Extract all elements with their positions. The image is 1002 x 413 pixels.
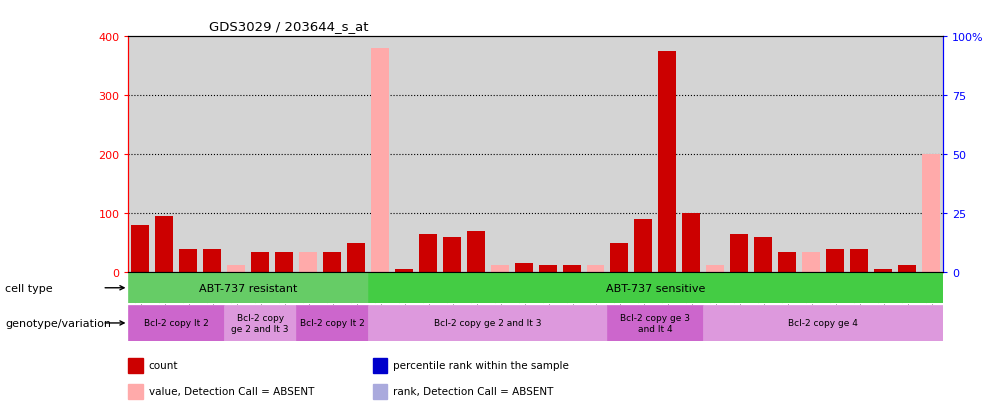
Text: Bcl-2 copy ge 4: Bcl-2 copy ge 4 [788, 319, 857, 328]
Bar [224, 306, 296, 341]
Bar [634, 220, 651, 273]
Bar [419, 234, 436, 273]
Bar [323, 252, 341, 273]
Bar [778, 252, 796, 273]
Bar [368, 273, 942, 304]
Bar [203, 249, 221, 273]
Text: cell type: cell type [5, 283, 52, 293]
Text: Bcl-2 copy lt 2: Bcl-2 copy lt 2 [143, 319, 208, 328]
Text: percentile rank within the sample: percentile rank within the sample [393, 361, 568, 370]
Bar [395, 270, 413, 273]
Bar [466, 231, 484, 273]
Text: ABT-737 sensitive: ABT-737 sensitive [605, 283, 704, 293]
Bar [490, 266, 508, 273]
Bar [373, 358, 387, 373]
Bar [227, 266, 244, 273]
Bar [128, 358, 143, 373]
Text: GDS3029 / 203644_s_at: GDS3029 / 203644_s_at [208, 20, 368, 33]
Bar [826, 249, 843, 273]
Text: Bcl-2 copy lt 2: Bcl-2 copy lt 2 [300, 319, 364, 328]
Bar [921, 155, 939, 273]
Text: count: count [148, 361, 178, 370]
Bar [514, 264, 532, 273]
Text: Bcl-2 copy ge 2 and lt 3: Bcl-2 copy ge 2 and lt 3 [434, 319, 541, 328]
Text: Bcl-2 copy
ge 2 and lt 3: Bcl-2 copy ge 2 and lt 3 [231, 313, 289, 333]
Bar [179, 249, 197, 273]
Bar [705, 266, 723, 273]
Bar [299, 252, 317, 273]
Bar [754, 237, 772, 273]
Text: rank, Detection Call = ABSENT: rank, Detection Call = ABSENT [393, 387, 553, 396]
Text: ABT-737 resistant: ABT-737 resistant [198, 283, 297, 293]
Bar [586, 266, 604, 273]
Bar [802, 252, 820, 273]
Bar [442, 237, 460, 273]
Bar [681, 214, 699, 273]
Bar [607, 306, 702, 341]
Bar [657, 52, 675, 273]
Bar [155, 217, 173, 273]
Bar [128, 306, 224, 341]
Text: genotype/variation: genotype/variation [5, 318, 111, 328]
Text: value, Detection Call = ABSENT: value, Detection Call = ABSENT [148, 387, 314, 396]
Bar [897, 266, 915, 273]
Bar [873, 270, 891, 273]
Bar [368, 306, 607, 341]
Bar [729, 234, 747, 273]
Bar [373, 385, 387, 399]
Bar [702, 306, 942, 341]
Bar [562, 266, 580, 273]
Text: Bcl-2 copy ge 3
and lt 4: Bcl-2 copy ge 3 and lt 4 [620, 313, 689, 333]
Bar [371, 49, 389, 273]
Bar [610, 243, 628, 273]
Bar [347, 243, 365, 273]
Bar [131, 225, 149, 273]
Bar [538, 266, 556, 273]
Bar [128, 385, 143, 399]
Bar [250, 252, 269, 273]
Bar [296, 306, 368, 341]
Bar [275, 252, 293, 273]
Bar [849, 249, 867, 273]
Bar [128, 273, 368, 304]
